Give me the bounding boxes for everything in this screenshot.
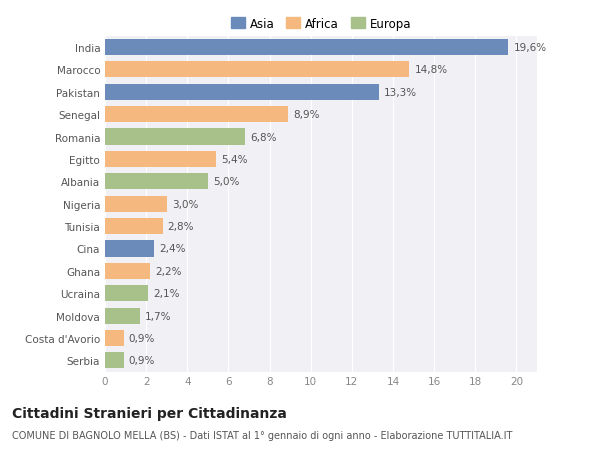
Bar [105,174,208,190]
Text: 2,1%: 2,1% [154,289,180,299]
Text: 2,8%: 2,8% [168,222,194,232]
Text: 1,7%: 1,7% [145,311,172,321]
Text: 5,0%: 5,0% [213,177,239,187]
Text: 19,6%: 19,6% [514,43,547,53]
Text: 0,9%: 0,9% [128,356,155,366]
Text: 5,4%: 5,4% [221,155,248,165]
Text: 6,8%: 6,8% [250,132,277,142]
Bar [105,218,163,235]
Bar [105,263,150,280]
Text: 2,4%: 2,4% [160,244,186,254]
Bar [105,40,508,56]
Text: Cittadini Stranieri per Cittadinanza: Cittadini Stranieri per Cittadinanza [12,406,287,420]
Bar [105,151,216,168]
Bar [105,308,140,324]
Bar [105,62,409,78]
Bar [105,107,288,123]
Bar [105,84,379,101]
Legend: Asia, Africa, Europa: Asia, Africa, Europa [227,14,415,34]
Bar [105,353,124,369]
Text: 13,3%: 13,3% [384,88,417,98]
Bar [105,285,148,302]
Text: 2,2%: 2,2% [155,266,182,276]
Bar [105,196,167,213]
Text: 14,8%: 14,8% [415,65,448,75]
Text: 3,0%: 3,0% [172,199,198,209]
Text: 8,9%: 8,9% [293,110,320,120]
Bar [105,129,245,146]
Text: COMUNE DI BAGNOLO MELLA (BS) - Dati ISTAT al 1° gennaio di ogni anno - Elaborazi: COMUNE DI BAGNOLO MELLA (BS) - Dati ISTA… [12,431,512,441]
Text: 0,9%: 0,9% [128,333,155,343]
Bar [105,241,154,257]
Bar [105,330,124,347]
